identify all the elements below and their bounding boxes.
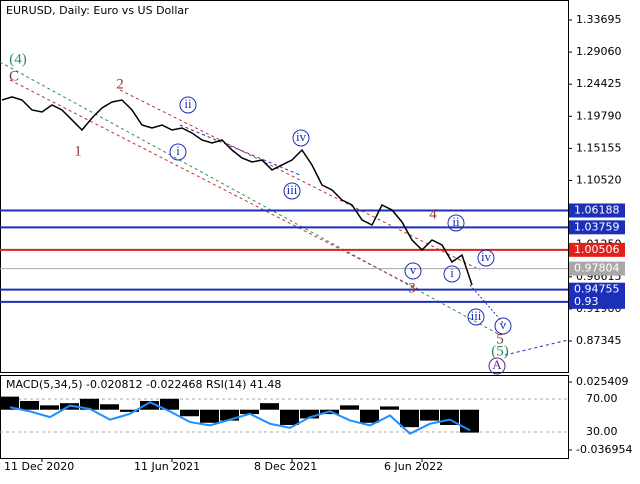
channel-line	[504, 339, 569, 356]
y-tick-label: -0.036954	[576, 443, 632, 456]
rsi-line	[9, 401, 471, 435]
y-tick-label: 1.10520	[576, 173, 622, 186]
wave-circle	[447, 214, 465, 232]
y2-tick-label: 70.00	[586, 392, 618, 405]
macd-bar	[160, 398, 179, 410]
wave-label: iii	[471, 308, 482, 323]
wave-label: (5)	[491, 343, 509, 359]
level-box	[569, 242, 625, 257]
level-box	[569, 203, 625, 218]
wave-circle	[488, 357, 506, 375]
macd-bar	[380, 406, 399, 410]
macd-bar	[180, 409, 199, 417]
macd-bar	[300, 409, 319, 419]
wave-label: iv	[481, 249, 492, 264]
x-tick-label: 6 Jun 2022	[384, 460, 443, 473]
x-tick-label: 11 Jun 2021	[134, 460, 200, 473]
macd-bar	[420, 409, 439, 421]
main-panel	[0, 0, 569, 373]
level-label: 1.06188	[574, 203, 620, 216]
x-tick-label: 8 Dec 2021	[254, 460, 317, 473]
macd-bar	[100, 404, 119, 410]
y-tick-label: 1.29060	[576, 45, 622, 58]
x-tick-label: 11 Dec 2020	[4, 460, 74, 473]
wave-label: ii	[452, 214, 460, 229]
wave-circle	[477, 249, 495, 267]
projection-line	[469, 284, 506, 326]
wave-label: 1	[74, 143, 82, 159]
wave-label: i	[450, 265, 454, 280]
wave-label: v	[410, 262, 417, 277]
macd-bar	[20, 400, 39, 410]
channel-line	[119, 89, 481, 271]
level-label: 1.00506	[574, 243, 620, 256]
level-box	[569, 220, 625, 235]
wave-label: v	[500, 317, 507, 332]
y-tick-label: 1.15155	[576, 141, 622, 154]
macd-bar	[260, 403, 279, 410]
macd-bar	[40, 405, 59, 410]
macd-bar	[240, 409, 259, 415]
wave-circle	[292, 129, 310, 147]
macd-bar	[80, 398, 99, 410]
wave-label: 4	[429, 206, 437, 222]
level-label: 0.93	[574, 295, 599, 308]
price-line	[1, 96, 473, 286]
macd-bar	[220, 409, 239, 421]
y2-tick-label: 30.00	[586, 425, 618, 438]
chart-title: EURUSD, Daily: Euro vs US Dollar	[6, 4, 189, 17]
channel-line	[9, 79, 421, 291]
macd-bar	[140, 400, 159, 410]
wave-circle	[179, 96, 197, 114]
macd-bar	[280, 409, 299, 425]
macd-bar	[200, 409, 219, 423]
wave-circle	[169, 143, 187, 161]
level-label: 1.03759	[574, 220, 620, 233]
wave-label: (4)	[9, 51, 27, 67]
wave-label: 3	[408, 280, 416, 296]
macd-bar	[120, 409, 139, 412]
wave-label: 5	[496, 331, 504, 347]
level-box	[569, 261, 625, 276]
y-tick-label: 1.19790	[576, 109, 622, 122]
level-label: 0.97804	[574, 262, 620, 275]
level-box	[569, 282, 625, 297]
macd-bar	[400, 409, 419, 428]
level-label: 0.94755	[574, 283, 620, 296]
wave-label: 2	[116, 76, 124, 92]
wave-circle	[467, 308, 485, 326]
y-tick-label: 0.025409	[576, 375, 629, 388]
wave-label: iv	[296, 129, 307, 144]
macd-bar	[0, 396, 19, 410]
wave-circle	[443, 265, 461, 283]
wave-circle	[404, 262, 422, 280]
macd-bar	[360, 409, 379, 423]
wave-label: A	[492, 357, 502, 372]
indicator-title: MACD(5,34,5) -0.020812 -0.022468 RSI(14)…	[6, 378, 281, 391]
y-tick-label: 1.33695	[576, 13, 622, 26]
wave-circle	[283, 182, 301, 200]
level-box	[569, 294, 625, 309]
wave-label: iii	[287, 182, 298, 197]
wave-label: ii	[184, 96, 192, 111]
wave-label: C	[9, 68, 19, 84]
wave-circle	[494, 317, 512, 335]
y-tick-label: 0.87345	[576, 334, 622, 347]
macd-bar	[340, 405, 359, 410]
wave-label: i	[176, 143, 180, 158]
y-tick-label: 1.24425	[576, 77, 622, 90]
